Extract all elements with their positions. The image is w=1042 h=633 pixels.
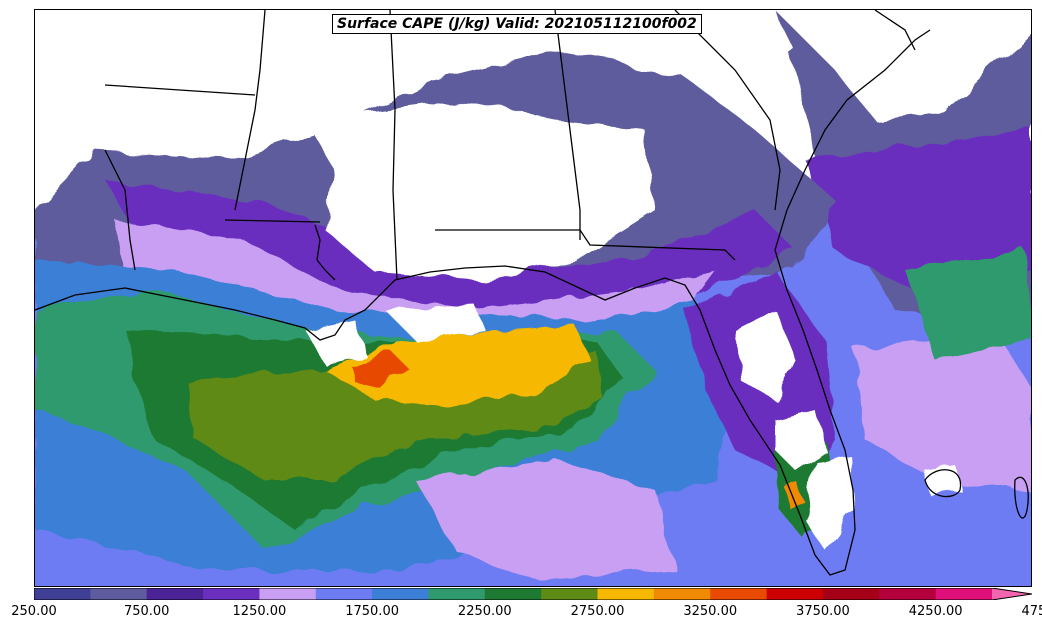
- gulf-coastline: [35, 29, 931, 576]
- colorbar-tick-label: 2250.00: [457, 604, 512, 619]
- colorbar-tick-label: 250.00: [11, 604, 57, 619]
- colorbar-segment: [879, 588, 937, 600]
- colorbar-segment: [259, 588, 317, 600]
- map-title: Surface CAPE (J/kg) Valid: 202105112100f…: [332, 14, 702, 34]
- colorbar-tick-label: 750.00: [123, 604, 170, 619]
- colorbar-segment: [90, 588, 148, 600]
- cape-none-florida-c: [805, 455, 855, 550]
- cape-atlantic-green: [905, 250, 1031, 360]
- cape-none-florida-a: [735, 310, 795, 400]
- colorbar-segment: [372, 588, 429, 600]
- colorbar-segment: [653, 588, 711, 600]
- colorbar-tick-label: 1750.00: [345, 604, 399, 619]
- colorbar-segment: [541, 588, 599, 600]
- andros-coast: [1014, 476, 1029, 519]
- state-border-florida-north: [435, 229, 736, 261]
- colorbar-tick-label: 4250.00: [908, 604, 963, 619]
- colorbar-segment: [597, 588, 655, 600]
- cape-east-purple: [805, 130, 1031, 290]
- colorbar-tick-label: 3750.00: [796, 604, 850, 619]
- bahamas-coast: [924, 469, 962, 498]
- state-border-tn-ms: [234, 10, 266, 211]
- colorbar-outline: [34, 588, 1032, 600]
- colorbar-segment: [766, 588, 824, 600]
- map-panel: [34, 9, 1032, 587]
- cape-map: [35, 10, 1031, 586]
- colorbar-tick-label: 3250.00: [683, 604, 738, 619]
- cape-none-carolinas: [775, 10, 1031, 120]
- colorbar-segment: [34, 588, 91, 600]
- colorbar-tick-label: 2750.00: [570, 604, 625, 619]
- state-border-arkansas-south: [104, 84, 256, 96]
- colorbar-segment: [146, 588, 204, 600]
- state-border-carolinas: [874, 10, 916, 51]
- colorbar-tick-label: 1250.00: [232, 604, 287, 619]
- cape-gulf-orange: [350, 350, 410, 388]
- coastline-layer: [35, 10, 1029, 576]
- colorbar-segment: [315, 588, 373, 600]
- cape-gulf-yellow: [325, 325, 590, 405]
- colorbar-tick-label: 4750.00: [1021, 604, 1042, 619]
- cape-none-delta: [305, 320, 365, 365]
- colorbar-segment: [203, 588, 260, 600]
- state-border-mississippi-east: [389, 10, 398, 281]
- state-border-alabama-east: [554, 10, 581, 240]
- colorbar-extend-arrow: [992, 588, 1032, 600]
- colorbar-segment: [428, 588, 486, 600]
- state-border-texas-louisiana: [104, 149, 136, 271]
- cape-none-coastal: [385, 305, 485, 340]
- cape-none-mississippi-alabama: [305, 100, 655, 280]
- cape-south-lilac: [415, 460, 675, 580]
- colorbar-segment: [484, 588, 542, 600]
- colorbar-segment: [935, 588, 993, 600]
- colorbar-tick-labels: 250.00 750.00 1250.00 1750.00 2250.00 2750.00…: [0, 604, 1042, 624]
- state-border-georgia-east: [674, 10, 781, 211]
- cape-none-northwest: [35, 10, 95, 210]
- colorbar: [34, 588, 1032, 600]
- colorbar-segment: [710, 588, 768, 600]
- state-border-louisiana-north: [224, 219, 321, 223]
- colorbar-segment: [822, 588, 880, 600]
- cape-atlantic-lilac: [855, 330, 1031, 490]
- state-border-louisiana-east: [314, 224, 336, 281]
- cape-none-florida-b: [775, 410, 825, 470]
